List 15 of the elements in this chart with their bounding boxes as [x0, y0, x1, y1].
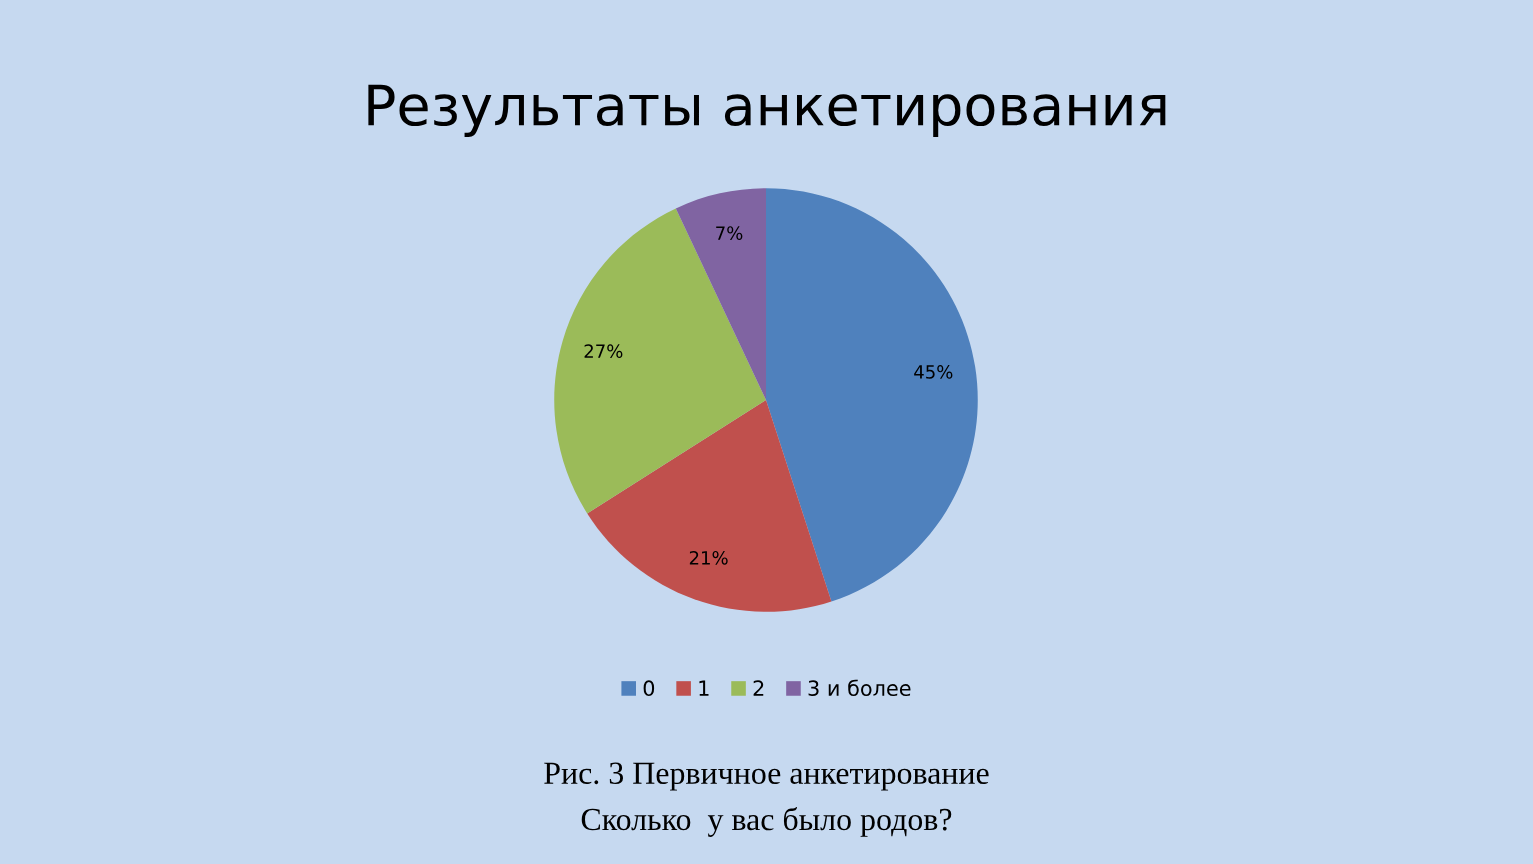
legend-label: 3 и более: [808, 679, 911, 697]
data-label: 45%: [914, 365, 953, 379]
text: Сколько у вас было родов?: [581, 807, 952, 837]
data-label: 7%: [716, 226, 743, 240]
pie-slice: [675, 188, 766, 400]
pie-slice: [587, 400, 832, 612]
legend-label: 1: [699, 680, 709, 696]
text: Рис. 3 Первичное анкетирование: [544, 762, 989, 791]
pie-slice: [766, 188, 978, 602]
chart-title: Результаты анкетирования: [368, 84, 1166, 137]
legend-label: 2: [753, 680, 764, 696]
data-label: 21%: [689, 550, 728, 565]
pie-slice: [554, 208, 766, 514]
legend-label: 0: [643, 680, 655, 697]
data-label: 27%: [584, 344, 623, 358]
